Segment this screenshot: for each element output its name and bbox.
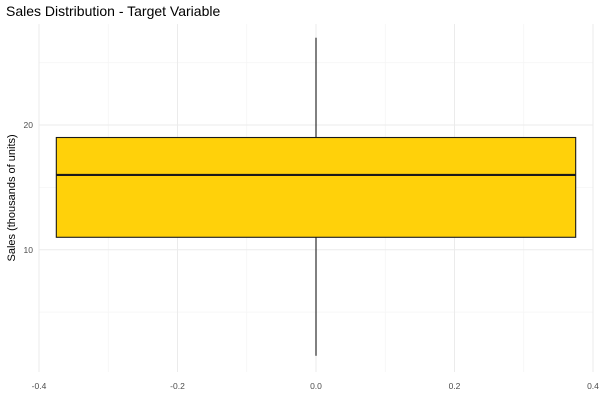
x-axis-ticks: -0.4 -0.2 0.0 0.2 0.4	[32, 381, 600, 391]
x-tick-label: 0.0	[310, 381, 322, 391]
box-marks	[55, 37, 577, 356]
y-tick-label: 10	[24, 245, 34, 255]
x-tick-label: -0.4	[32, 381, 47, 391]
y-axis-label: Sales (thousands of units)	[6, 134, 18, 262]
x-tick-label: -0.2	[170, 381, 185, 391]
box-iqr	[55, 136, 577, 238]
x-tick-label: 0.2	[449, 381, 461, 391]
y-tick-label: 20	[24, 120, 34, 130]
chart-title: Sales Distribution - Target Variable	[6, 3, 221, 19]
x-tick-label: 0.4	[587, 381, 599, 391]
y-axis-ticks: 10 20	[24, 120, 34, 255]
